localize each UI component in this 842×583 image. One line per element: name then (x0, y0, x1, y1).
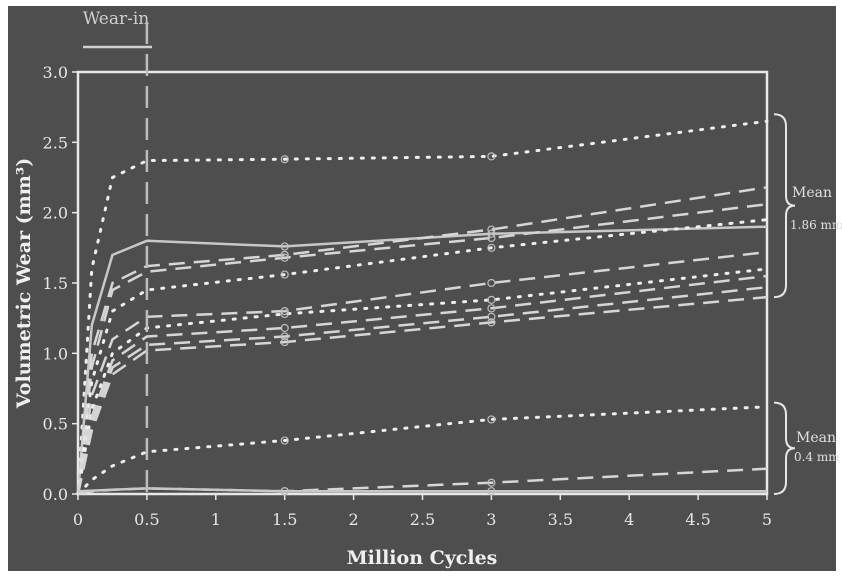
data-point-marker (280, 337, 289, 347)
series-line-4 (76, 202, 768, 495)
data-point-marker (487, 243, 496, 252)
data-point-marker (280, 307, 289, 316)
data-point-marker (487, 318, 496, 327)
series-line-11 (76, 405, 769, 496)
data-point-marker (280, 155, 289, 164)
group-high-brace (773, 113, 796, 299)
data-point-marker (487, 229, 496, 238)
y-tick-label: 1.5 (43, 274, 68, 293)
series-line-8 (76, 274, 768, 495)
data-point-marker (280, 253, 289, 262)
data-point-marker (487, 478, 496, 487)
group-high-mean-value: 1.86 mm (790, 218, 842, 232)
group-high-mean-label: Mean (792, 185, 832, 201)
x-tick-label: 2 (349, 510, 359, 529)
x-tick-label: 4.5 (685, 510, 710, 529)
y-tick-label: 2.5 (43, 133, 68, 152)
data-point-marker (487, 278, 496, 288)
series-line-13 (77, 487, 767, 493)
y-tick-label: 0.5 (43, 415, 68, 434)
data-point-marker (280, 323, 289, 333)
y-tick-label: 3.0 (43, 63, 68, 82)
y-tick-label: 1.0 (43, 344, 68, 363)
data-point-marker (487, 295, 496, 304)
x-axis-title: Million Cycles (347, 547, 498, 569)
x-tick-label: 3 (486, 510, 496, 529)
x-tick-label: 2.5 (410, 510, 435, 529)
data-point-marker (280, 487, 289, 496)
x-tick-label: 0 (73, 510, 83, 529)
x-tick-label: 1.5 (272, 510, 297, 529)
data-point-marker (280, 332, 289, 341)
annotations: Wear-in Mean 1.86 mm Mean 0.4 mm (83, 9, 842, 495)
data-point-marker (487, 233, 496, 243)
data-point-marker (280, 242, 289, 251)
x-tick-label: 0.5 (134, 510, 159, 529)
data-point-marker (280, 309, 289, 319)
data-point-marker (280, 270, 289, 279)
y-axis: 0.0 0.5 1.0 1.5 2.0 2.5 3.0 (43, 63, 78, 504)
chart-background (8, 6, 836, 571)
data-point-marker (487, 225, 496, 234)
data-point-marker (487, 312, 496, 321)
group-low-brace (773, 401, 796, 495)
series-line-10 (76, 295, 768, 495)
y-axis-title: Volumetric Wear (mm³) (13, 158, 35, 409)
series-line-2 (76, 225, 768, 495)
x-tick-label: 3.5 (548, 510, 573, 529)
y-tick-label: 0.0 (43, 485, 68, 504)
data-point-marker (487, 152, 496, 161)
y-tick-label: 2.0 (43, 204, 68, 223)
x-axis: 0 0.5 1 1.5 2 2.5 3 3.5 4 4.5 5 (73, 494, 772, 529)
data-point-marker (487, 304, 496, 313)
x-tick-label: 4 (624, 510, 634, 529)
x-tick-label: 5 (762, 510, 772, 529)
wear-in-label: Wear-in (83, 9, 150, 29)
data-point-marker (280, 436, 289, 445)
data-point-marker (487, 487, 496, 496)
series-line-5 (76, 218, 769, 496)
group-low-mean-value: 0.4 mm (794, 450, 840, 464)
x-tick-label: 1 (211, 510, 221, 529)
data-point-marker (487, 415, 496, 424)
group-low-mean-label: Mean (796, 430, 836, 446)
